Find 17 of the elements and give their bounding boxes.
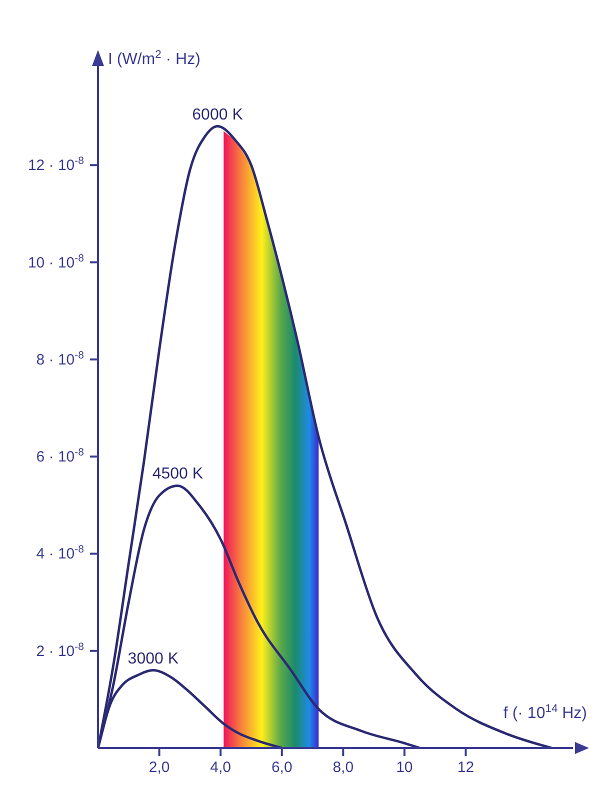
- y-tick-label: 2 · 10$^{-8}$: [36, 640, 84, 660]
- series-label: 3000 K: [128, 650, 179, 668]
- x-tick-label: 4,0: [210, 759, 232, 776]
- x-tick-label: 2,0: [148, 759, 170, 776]
- y-axis-title: I (W/m$^{2}$ · Hz): [108, 49, 200, 68]
- y-tick-label: 4 · 10$^{-8}$: [36, 544, 84, 563]
- y-tick-label: 12 · 10$^{-8}$: [28, 155, 84, 174]
- series-label: 4500 K: [152, 466, 204, 483]
- y-tick-label: 8 · 10$^{-8}$: [36, 349, 84, 368]
- series-label: 6000 K: [192, 106, 244, 124]
- x-tick-label: 6,0: [271, 759, 292, 776]
- y-tick-label: 6 · 10$^{-8}$: [36, 446, 84, 466]
- x-tick-label: 10: [396, 759, 413, 776]
- x-tick-label: 12: [457, 759, 474, 776]
- x-axis-title: f (· 10$^{14}$ Hz): [503, 703, 587, 722]
- y-tick-label: 10 · 10$^{-8}$: [28, 252, 84, 272]
- x-tick-label: 8,0: [332, 759, 354, 776]
